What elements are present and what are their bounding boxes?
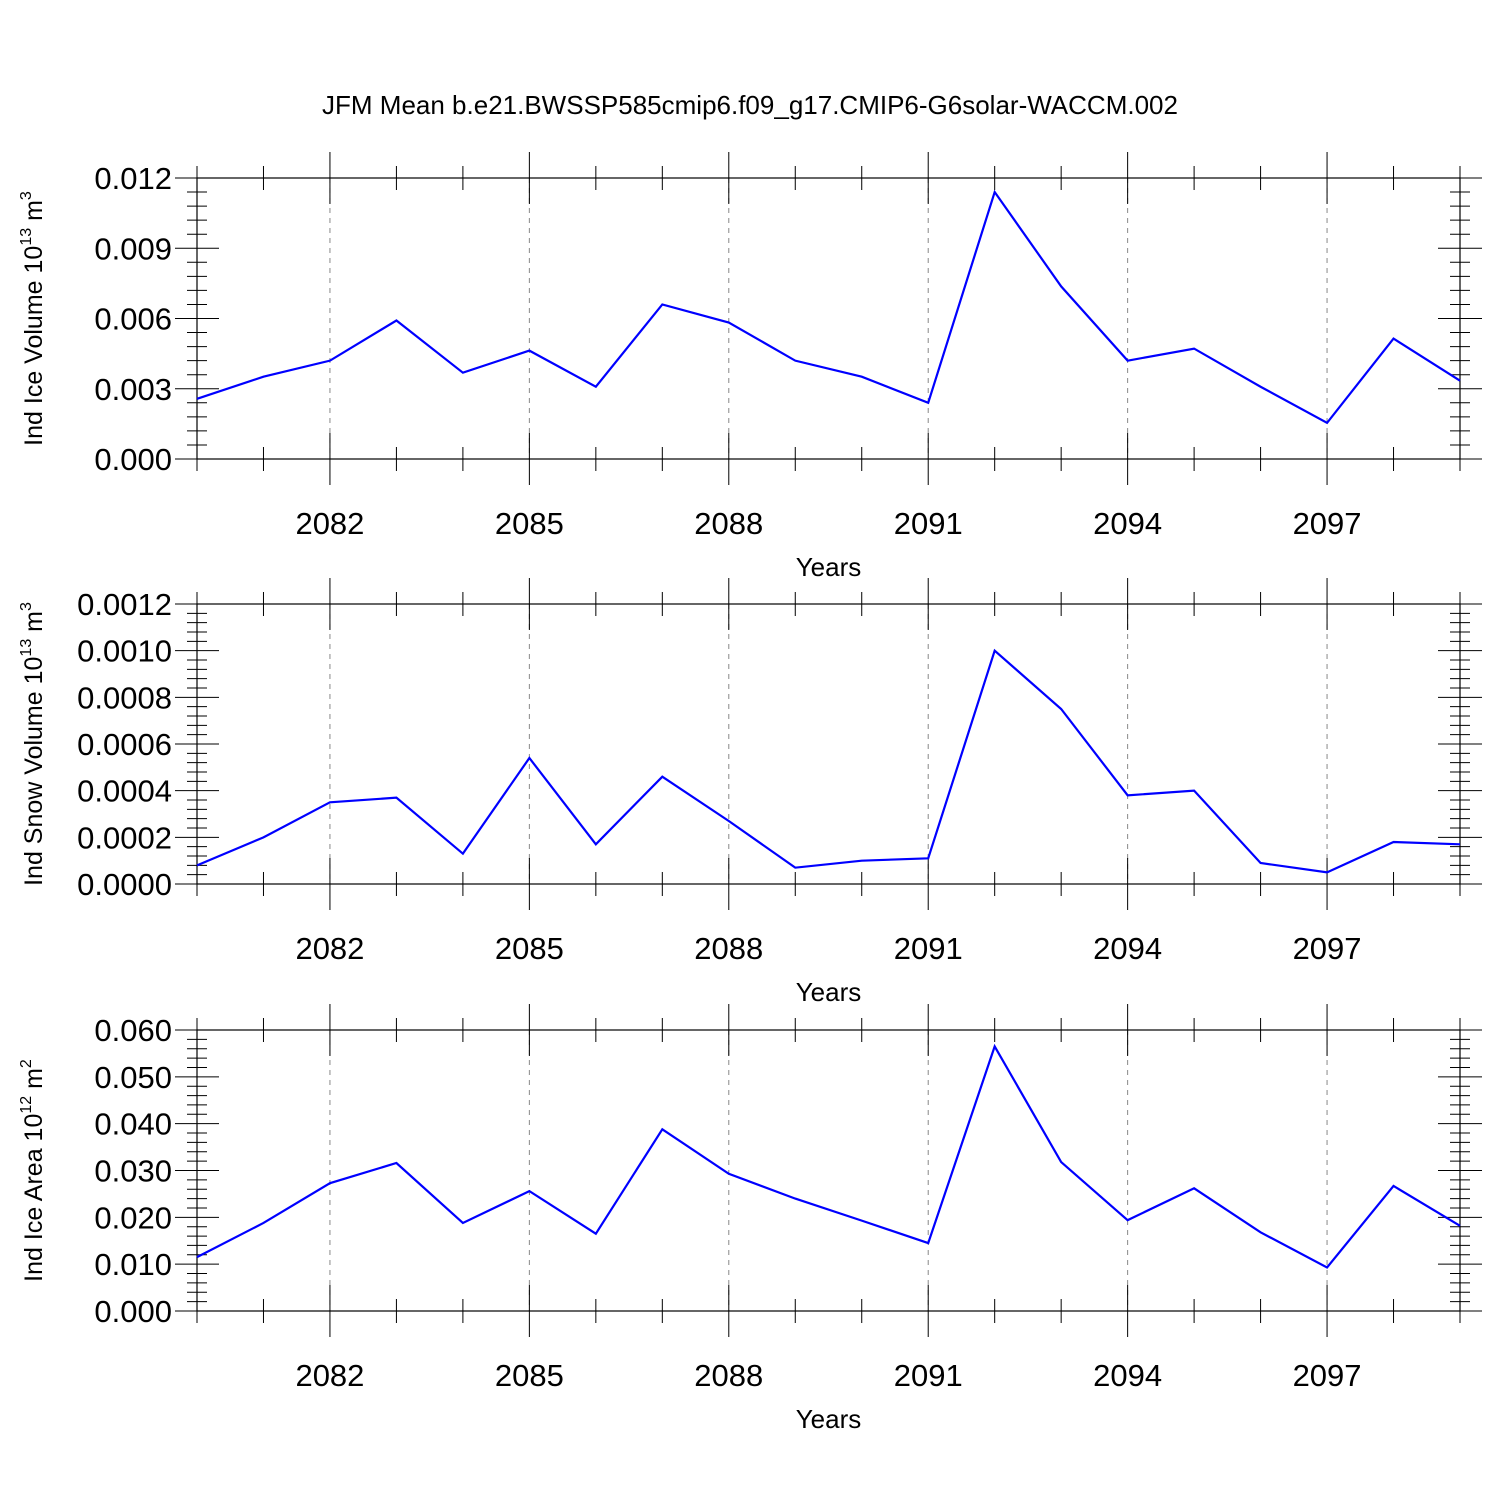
y-tick-label: 0.0012 (77, 587, 172, 622)
plot-frame (196, 603, 1461, 885)
series-line (196, 648, 1461, 874)
y-tick-label: 0.012 (94, 161, 172, 196)
y-axis-title: Ind Snow Volume 1013 m3 (18, 602, 48, 886)
x-tick-label: 2082 (295, 506, 364, 541)
y-tick-label: 0.000 (94, 1294, 172, 1329)
y-tick-label: 0.030 (94, 1154, 172, 1189)
figure-title: JFM Mean b.e21.BWSSP585cmip6.f09_g17.CMI… (322, 90, 1178, 120)
y-tick-label: 0.009 (94, 231, 172, 266)
x-tick-label: 2082 (295, 931, 364, 966)
y-axis-title-exponent: 12 (18, 1096, 35, 1114)
panel-3: 2082 2085 2088 2091 2094 2097 0.000 0.010 0.020 0… (18, 1004, 1482, 1434)
y-axis-title-unit: m (20, 200, 48, 228)
y-axis-title-text: Ind Snow Volume 10 (20, 657, 48, 886)
x-tick-label: 2097 (1293, 1358, 1362, 1393)
x-axis-title: Years (796, 552, 862, 582)
x-tick-label: 2091 (894, 931, 963, 966)
y-axis-title-unit: m (20, 1068, 48, 1096)
y-tick-label: 0.0002 (77, 820, 172, 855)
x-axis-title: Years (796, 977, 862, 1007)
y-tick-label: 0.0006 (77, 727, 172, 762)
x-axis-title: Years (796, 1404, 862, 1434)
y-tick-label: 0.0010 (77, 634, 172, 669)
panel-2: 2082 2085 2088 2091 2094 2097 0.0000 0.0002 0.00… (18, 578, 1482, 1007)
y-tick-label: 0.060 (94, 1013, 172, 1048)
x-tick-label: 2094 (1093, 1358, 1162, 1393)
y-tick-label: 0.0008 (77, 680, 172, 715)
y-axis-title: Ind Ice Area 1012 m2 (18, 1059, 48, 1282)
x-tick-label: 2088 (694, 931, 763, 966)
y-axis-title-unit-exponent: 3 (18, 602, 35, 611)
y-axis-title-text: Ind Ice Volume 10 (20, 246, 48, 446)
series-line (196, 189, 1461, 425)
y-axis-title-text: Ind Ice Area 10 (20, 1114, 48, 1282)
plot-frame (196, 177, 1461, 460)
y-axis-title: Ind Ice Volume 1013 m3 (18, 191, 48, 446)
panel-1: 2082 2085 2088 2091 2094 2097 0.000 0.003 0.006 0… (18, 152, 1482, 582)
y-axis-title-unit-exponent: 2 (18, 1059, 35, 1068)
y-axis-title-unit-exponent: 3 (18, 191, 35, 200)
x-tick-label: 2097 (1293, 506, 1362, 541)
y-tick-label: 0.000 (94, 442, 172, 477)
x-tick-label: 2088 (694, 1358, 763, 1393)
x-tick-label: 2091 (894, 1358, 963, 1393)
y-tick-label: 0.050 (94, 1060, 172, 1095)
y-axis-title-exponent: 13 (18, 228, 35, 246)
x-tick-label: 2085 (495, 1358, 564, 1393)
x-tick-label: 2088 (694, 506, 763, 541)
x-tick-label: 2097 (1293, 931, 1362, 966)
x-tick-label: 2094 (1093, 931, 1162, 966)
series-line (196, 1043, 1461, 1269)
plot-frame (196, 1029, 1461, 1312)
y-tick-label: 0.010 (94, 1247, 172, 1282)
y-tick-label: 0.020 (94, 1200, 172, 1235)
x-tick-label: 2094 (1093, 506, 1162, 541)
x-tick-label: 2085 (495, 506, 564, 541)
x-tick-label: 2082 (295, 1358, 364, 1393)
y-tick-label: 0.006 (94, 302, 172, 337)
y-tick-label: 0.040 (94, 1107, 172, 1142)
y-axis-title-exponent: 13 (18, 639, 35, 657)
y-tick-label: 0.0000 (77, 867, 172, 902)
panels: 2082 2085 2088 2091 2094 2097 0.000 0.003 0.006 0… (18, 152, 1482, 1434)
y-tick-label: 0.0004 (77, 774, 172, 809)
y-tick-label: 0.003 (94, 372, 172, 407)
y-axis-title-unit: m (20, 611, 48, 639)
x-tick-label: 2091 (894, 506, 963, 541)
x-tick-label: 2085 (495, 931, 564, 966)
